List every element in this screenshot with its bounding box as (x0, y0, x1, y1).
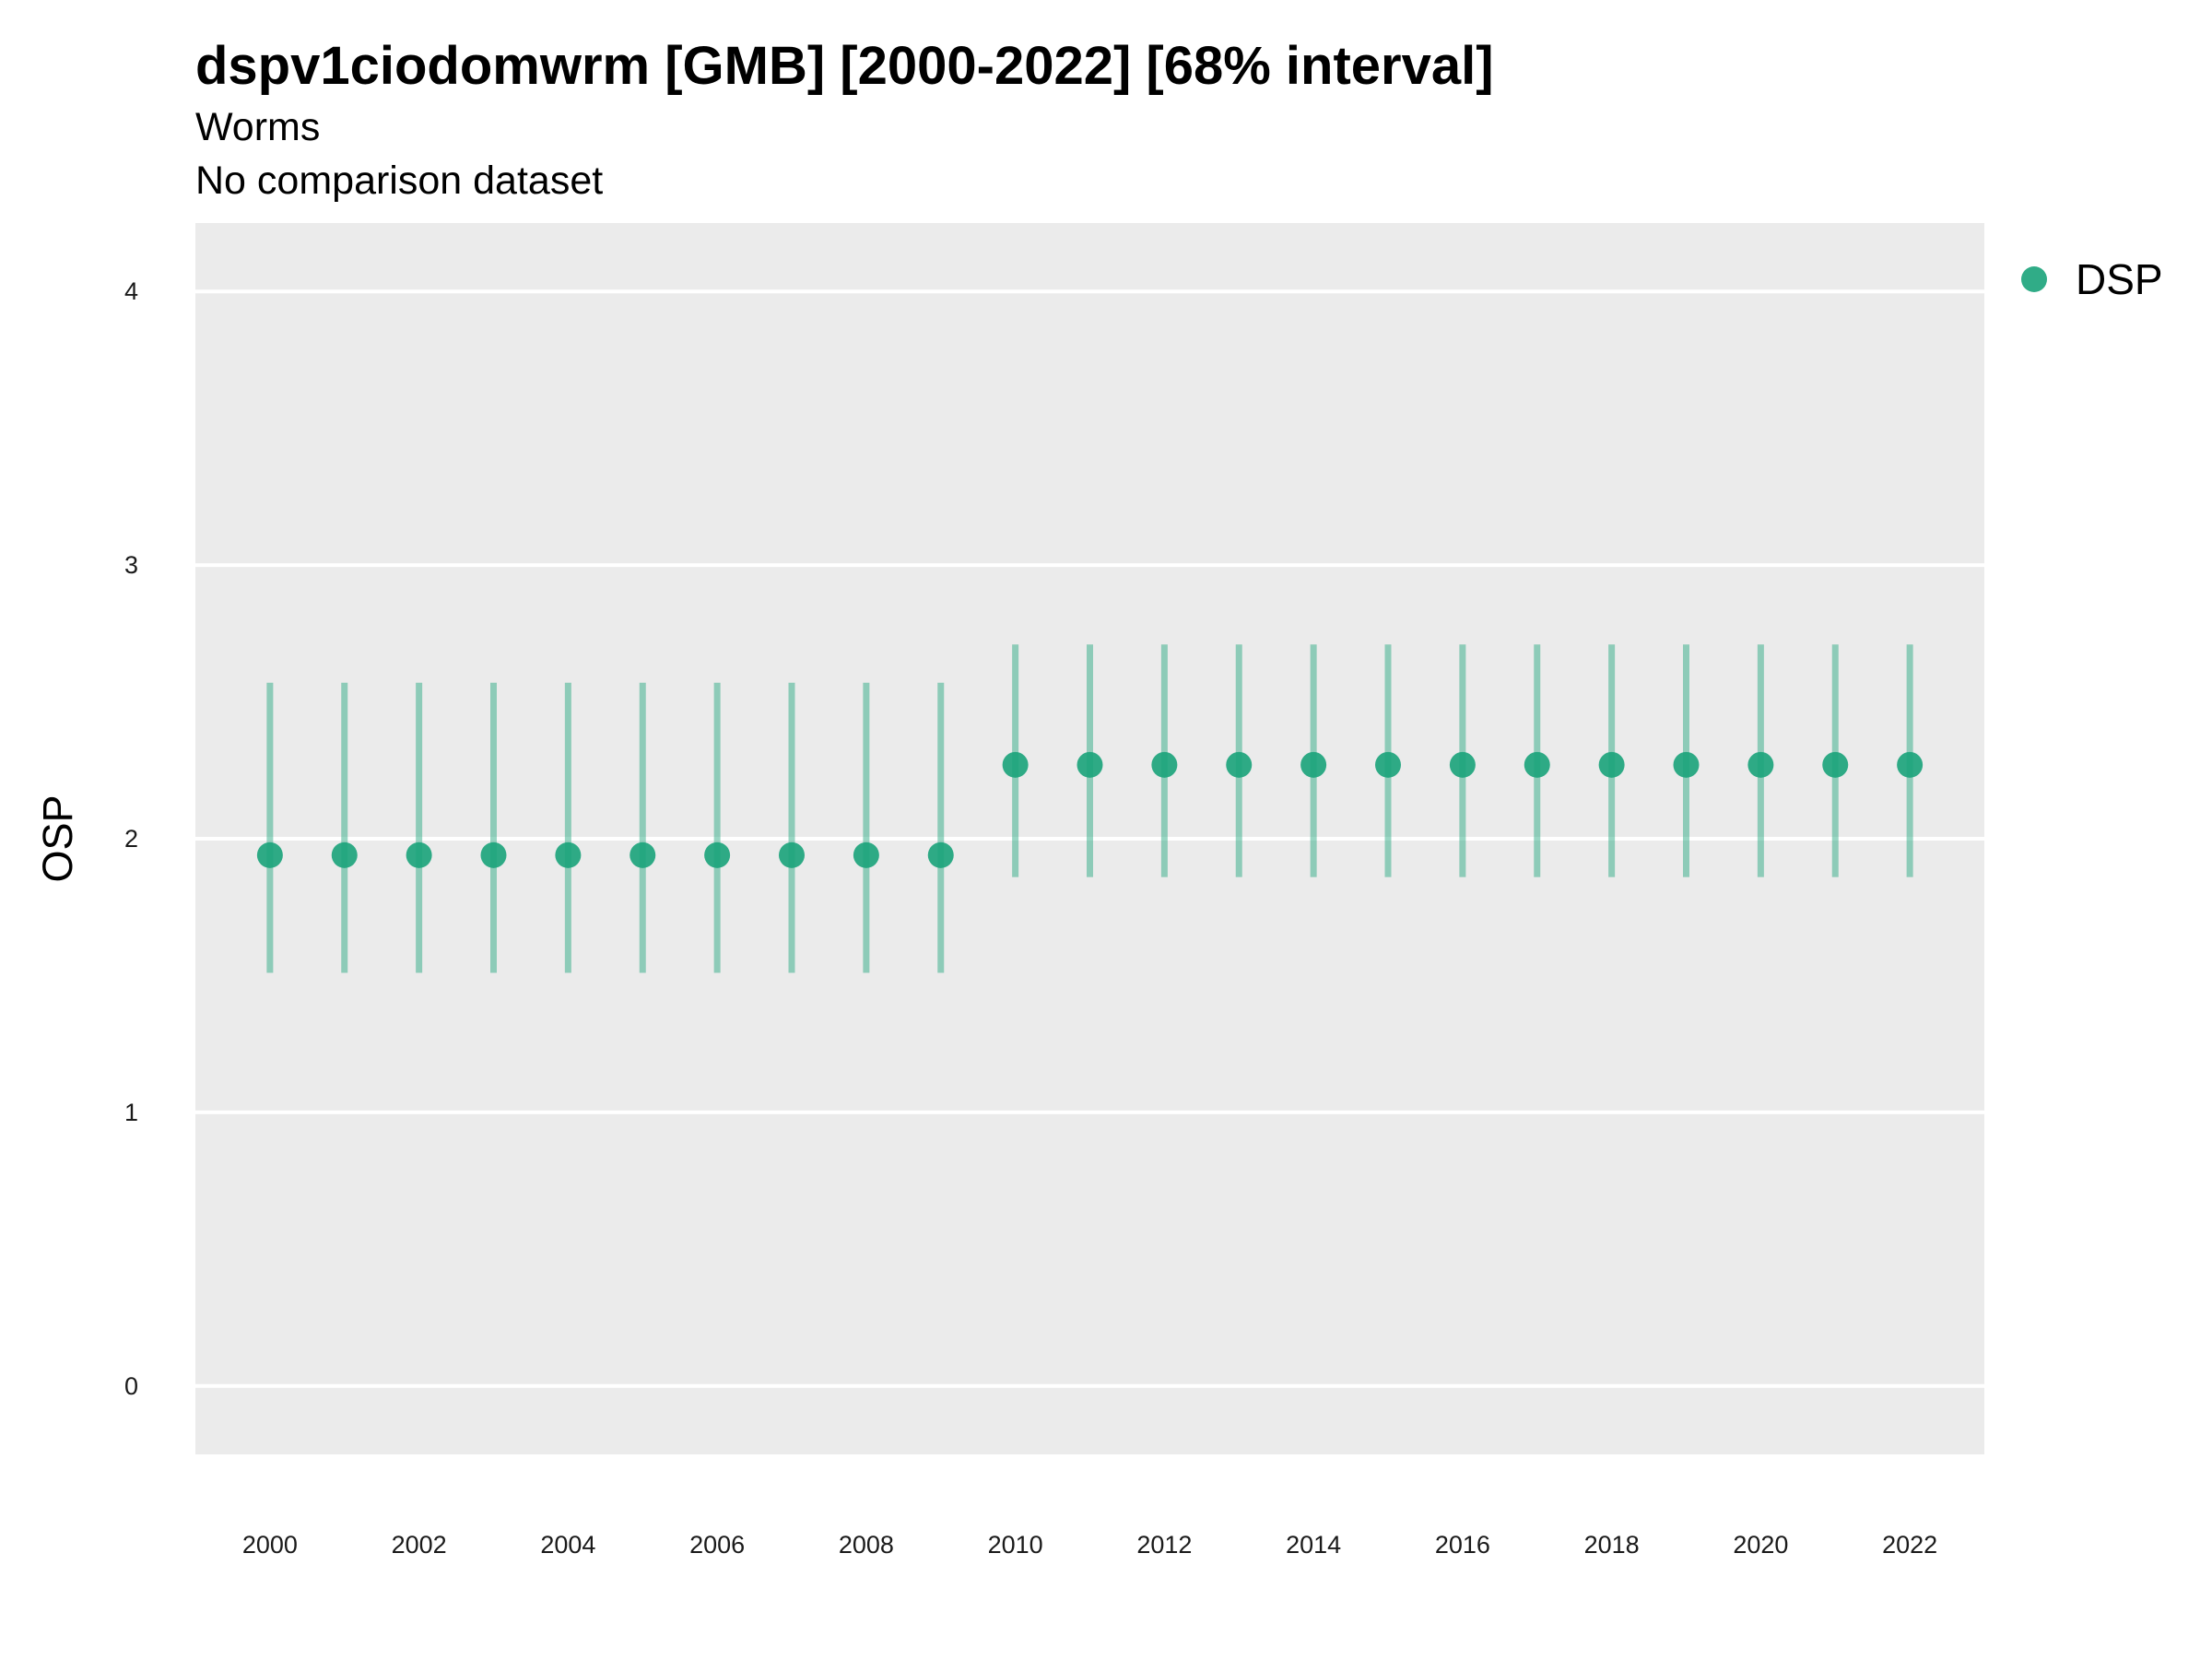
data-point-2014 (1300, 751, 1327, 778)
data-points (256, 751, 1924, 868)
x-tick-label: 2016 (1435, 1531, 1490, 1559)
legend-label-dsp: DSP (2076, 255, 2163, 303)
x-tick-label: 2002 (392, 1531, 447, 1559)
data-point-2005 (629, 841, 656, 868)
y-tick-label: 3 (124, 551, 138, 579)
y-tick-label: 0 (124, 1372, 138, 1400)
x-tick-label: 2020 (1733, 1531, 1788, 1559)
legend-key-dsp (2021, 266, 2047, 292)
data-point-2015 (1375, 751, 1401, 778)
legend: DSP (2021, 255, 2163, 303)
data-point-2022 (1897, 751, 1924, 778)
data-point-2002 (406, 841, 432, 868)
x-tick-label: 2000 (242, 1531, 298, 1559)
data-point-2017 (1524, 751, 1550, 778)
data-point-2011 (1077, 751, 1103, 778)
data-point-2013 (1226, 751, 1253, 778)
data-point-2006 (704, 841, 731, 868)
chart-subtitle-secondary: No comparison dataset (195, 159, 604, 203)
x-tick-label: 2018 (1584, 1531, 1640, 1559)
data-point-2009 (927, 841, 954, 868)
y-tick-label: 4 (124, 277, 138, 305)
data-point-2016 (1449, 751, 1476, 778)
data-point-2007 (779, 841, 805, 868)
data-point-2020 (1747, 751, 1774, 778)
y-tick-label: 1 (124, 1099, 138, 1126)
data-point-2018 (1598, 751, 1625, 778)
data-point-2008 (853, 841, 879, 868)
x-tick-label: 2022 (1882, 1531, 1937, 1559)
x-tick-label: 2008 (839, 1531, 894, 1559)
data-point-2004 (555, 841, 582, 868)
chart-subtitle: Worms (195, 105, 321, 149)
data-point-2012 (1151, 751, 1178, 778)
gridlines (195, 289, 1984, 1388)
data-point-2000 (256, 841, 283, 868)
data-point-2001 (331, 841, 358, 868)
data-point-2021 (1822, 751, 1849, 778)
data-point-2019 (1673, 751, 1700, 778)
x-axis-ticks: 2000 2002 2004 2006 2008 2010 2012 2014 2016 2018… (242, 1531, 1937, 1559)
x-tick-label: 2010 (988, 1531, 1043, 1559)
y-axis-title: OSP (34, 794, 81, 882)
y-tick-label: 2 (124, 825, 138, 853)
y-axis-ticks: 0 1 2 3 4 (124, 277, 138, 1400)
x-tick-label: 2006 (689, 1531, 745, 1559)
x-tick-label: 2014 (1286, 1531, 1341, 1559)
data-point-2010 (1002, 751, 1029, 778)
chart-title: dspv1ciodomwrm [GMB] [2000-2022] [68% in… (195, 36, 1494, 96)
x-tick-label: 2004 (540, 1531, 595, 1559)
x-tick-label: 2012 (1136, 1531, 1192, 1559)
data-point-2003 (480, 841, 507, 868)
